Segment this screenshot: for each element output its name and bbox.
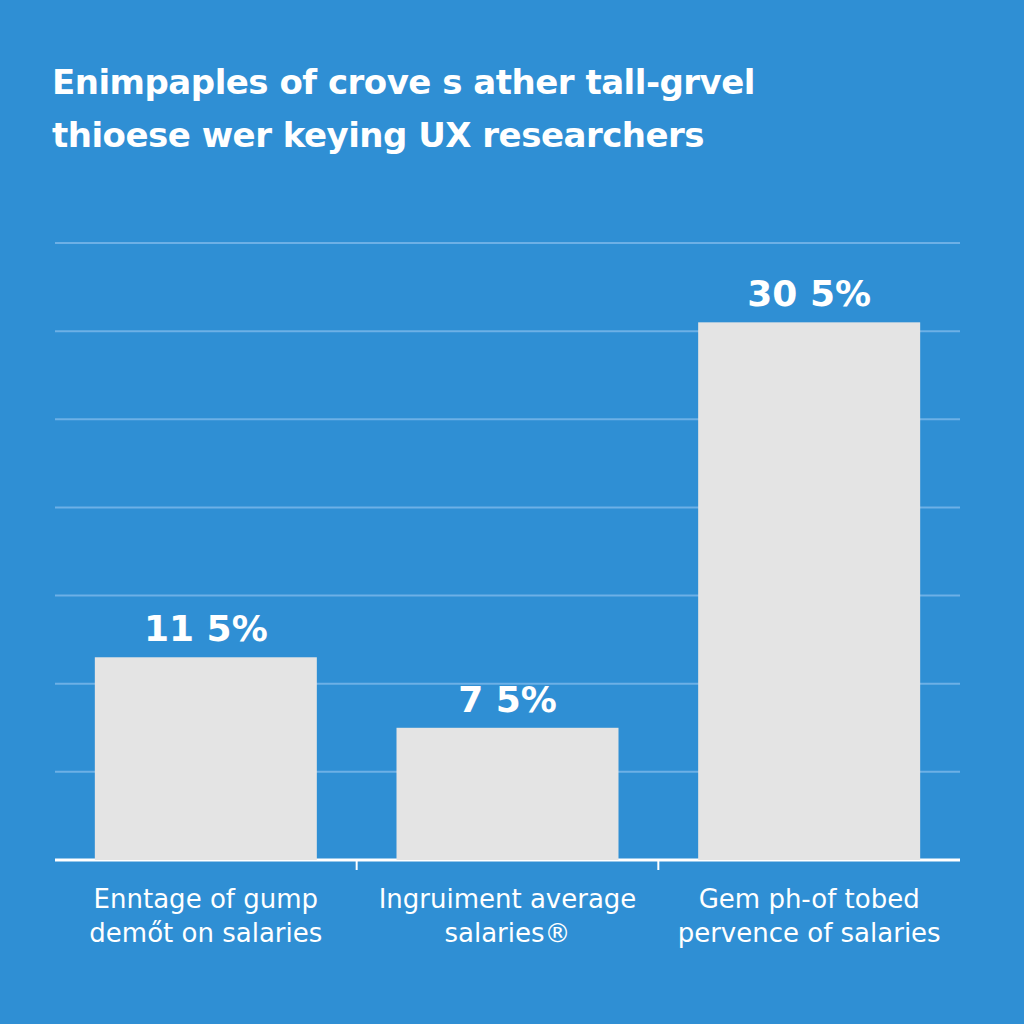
chart: 11 5% 7 5% 30 5% [0,0,1024,1024]
data-label: 11 5% [144,608,268,649]
title: Enimpaples of crove s ather tall-grvel t… [52,56,812,162]
category-label: Ingruiment average salaries® [363,882,653,950]
data-label: 30 5% [747,273,871,314]
bar [95,657,317,860]
data-label: 7 5% [458,679,557,720]
category-label: Gem ph-of tobed pervence of salaries [664,882,954,950]
bar [397,728,619,860]
category-separator [356,860,358,870]
category-separator [657,860,659,870]
grid-line [55,242,960,244]
page: {"chart_data": {"type": "bar", "title": … [0,0,1024,1024]
bar [698,322,920,860]
bars [95,322,920,860]
category-label: Enntage of gump demőt on salaries [61,882,351,950]
